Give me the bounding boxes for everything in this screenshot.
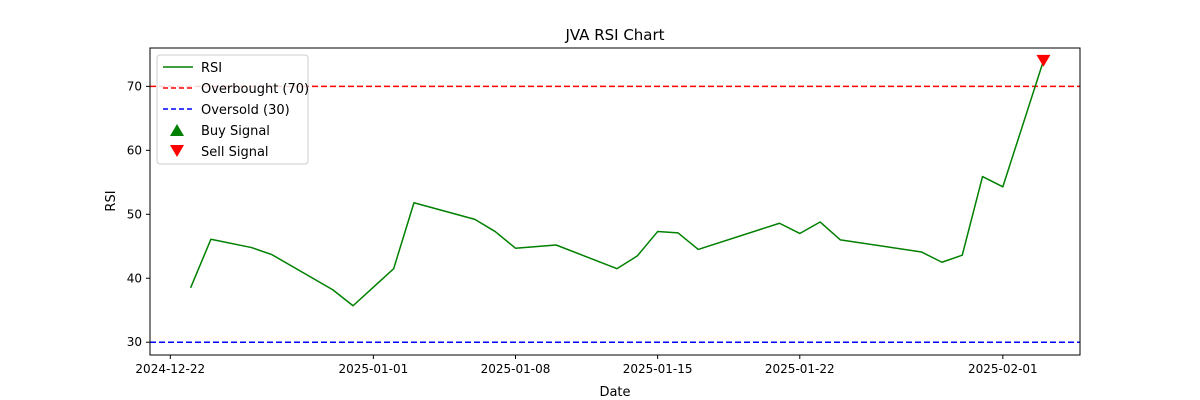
plot-frame bbox=[149, 47, 1081, 356]
y-tick-label: 60 bbox=[127, 143, 142, 157]
y-tick-label: 70 bbox=[127, 79, 142, 93]
x-tick-label: 2025-01-08 bbox=[481, 362, 551, 376]
series-line-rsi bbox=[189, 60, 1045, 307]
legend-swatch-sell-signal bbox=[170, 145, 184, 157]
series-layer bbox=[189, 60, 1045, 307]
y-axis: 30 40 50 60 70 bbox=[127, 79, 150, 349]
legend-box bbox=[156, 54, 309, 165]
legend-label: Buy Signal bbox=[201, 124, 270, 139]
legend-label: RSI bbox=[201, 61, 222, 76]
x-tick-label: 2024-12-22 bbox=[135, 362, 205, 376]
y-tick-label: 40 bbox=[127, 271, 142, 285]
legend-label: Oversold (30) bbox=[201, 103, 290, 118]
x-axis-label: Date bbox=[599, 385, 630, 400]
x-tick-label: 2025-02-01 bbox=[968, 362, 1038, 376]
x-tick-label: 2025-01-01 bbox=[338, 362, 408, 376]
y-axis-label: RSI bbox=[104, 190, 119, 211]
legend: RSI Overbought (70) Oversold (30) Buy Signa… bbox=[156, 54, 309, 165]
sell-signal-marker-0 bbox=[1036, 54, 1051, 67]
x-tick-label: 2025-01-22 bbox=[765, 362, 835, 376]
signal-markers bbox=[1036, 54, 1051, 67]
legend-label: Sell Signal bbox=[201, 145, 269, 160]
legend-label: Overbought (70) bbox=[201, 82, 309, 97]
chart-title: JVA RSI Chart bbox=[564, 26, 664, 44]
legend-swatch-buy-signal bbox=[170, 124, 184, 136]
y-tick-label: 50 bbox=[127, 207, 142, 221]
x-tick-label: 2025-01-15 bbox=[623, 362, 693, 376]
x-axis: 2024-12-22 2025-01-01 2025-01-08 2025-01-15… bbox=[135, 355, 1038, 376]
y-tick-label: 30 bbox=[127, 335, 142, 349]
